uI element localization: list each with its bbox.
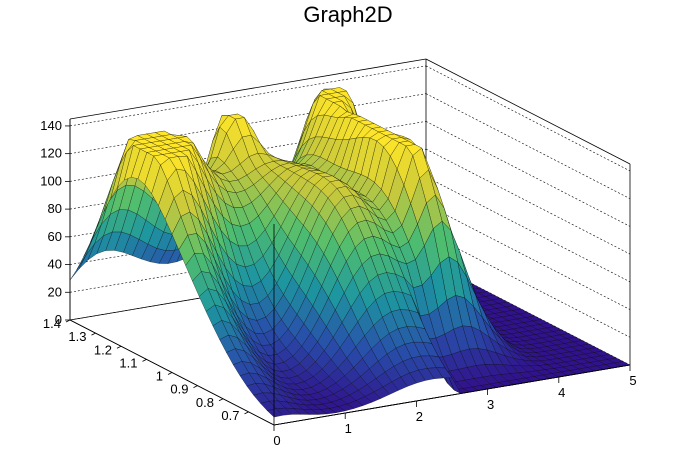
x-axis-line <box>273 364 631 426</box>
z-tick-label: 100 <box>40 173 62 188</box>
surface-mesh <box>69 87 631 418</box>
y-tick <box>116 345 122 349</box>
y-tick <box>244 411 249 415</box>
gridline <box>425 121 631 227</box>
x-tick-label: 2 <box>416 409 423 424</box>
x-tick-label: 3 <box>487 397 494 412</box>
gridline <box>69 65 427 127</box>
y-tick-label: 1.1 <box>119 355 137 370</box>
y-tick <box>193 385 198 388</box>
y-tick-label: 0.7 <box>221 408 239 423</box>
box-edge <box>69 58 427 120</box>
z-tick-label: 60 <box>48 229 62 244</box>
z-tick-label: 140 <box>40 118 62 133</box>
y-tick-label: 0.9 <box>170 382 188 397</box>
x-tick-label: 0 <box>273 433 280 448</box>
gridline <box>425 148 631 255</box>
y-tick <box>167 372 173 375</box>
gridline <box>425 65 631 172</box>
surface-cell <box>266 408 284 418</box>
z-tick-label: 20 <box>48 284 62 299</box>
x-tick-label: 4 <box>558 385 565 400</box>
axes: 0204060801001201400.70.80.911.11.21.31.4… <box>40 118 636 448</box>
y-tick-label: 0.8 <box>196 395 214 410</box>
y-tick <box>91 332 96 336</box>
z-tick-label: 120 <box>40 146 62 161</box>
y-tick <box>65 319 71 323</box>
gridline <box>425 93 631 199</box>
box-edge <box>425 58 631 165</box>
chart-title: Graph2D <box>303 2 393 27</box>
y-tick <box>142 359 147 362</box>
y-tick-label: 1.3 <box>68 329 86 344</box>
y-tick-label: 1 <box>156 369 163 384</box>
z-tick-label: 40 <box>48 257 62 272</box>
y-tick <box>218 398 224 402</box>
x-tick-label: 1 <box>345 421 352 436</box>
x-tick-label: 5 <box>629 373 636 388</box>
y-tick-label: 1.2 <box>94 342 112 357</box>
z-tick-label: 80 <box>48 201 62 216</box>
z-tick-label: 0 <box>55 312 62 327</box>
y-tick-label: 1.4 <box>43 316 61 331</box>
